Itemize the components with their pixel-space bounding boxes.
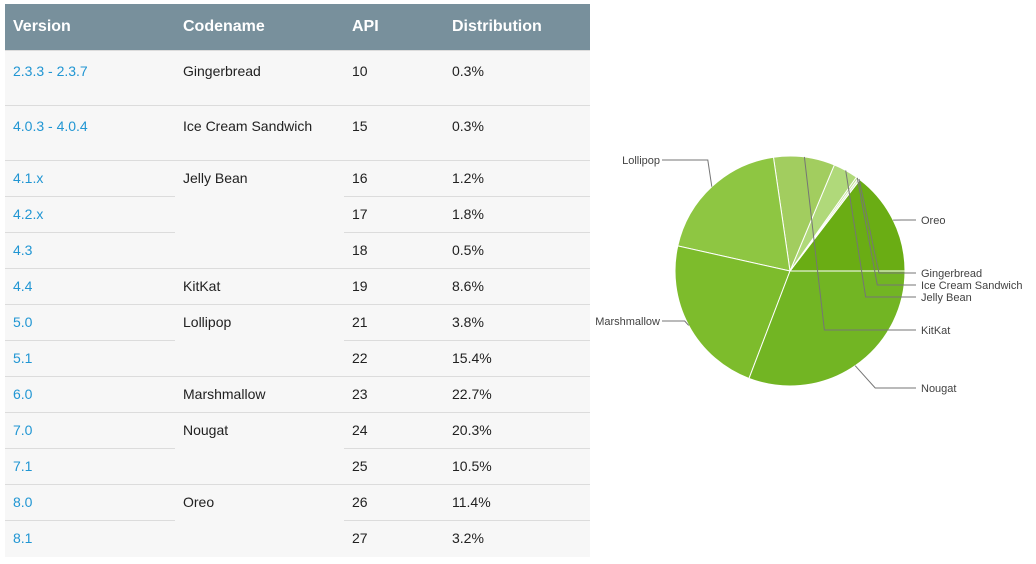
version-link[interactable]: 4.3 [5, 232, 175, 269]
pie-label-kitkat: KitKat [921, 325, 950, 337]
version-link[interactable]: 7.1 [5, 448, 175, 485]
leader-line-jelly-bean [845, 170, 916, 298]
api-cell: 21 [344, 304, 444, 341]
version-link[interactable]: 6.0 [5, 376, 175, 413]
codename-cell: Ice Cream Sandwich [175, 105, 344, 161]
distribution-cell: 11.4% [444, 484, 590, 521]
leader-line-kitkat [803, 156, 916, 331]
version-link[interactable]: 2.3.3 - 2.3.7 [5, 50, 175, 106]
leader-line-gingerbread [858, 178, 916, 274]
table-row: 8.0 Oreo 26 11.4% [5, 484, 590, 521]
table-row: 7.1 25 10.5% [5, 448, 590, 485]
distribution-cell: 0.3% [444, 50, 590, 106]
api-cell: 10 [344, 50, 444, 106]
table-row: 8.1 27 3.2% [5, 520, 590, 557]
version-link[interactable]: 4.4 [5, 268, 175, 305]
api-cell: 23 [344, 376, 444, 413]
api-cell: 18 [344, 232, 444, 269]
table-row: 5.1 22 15.4% [5, 340, 590, 377]
api-cell: 22 [344, 340, 444, 377]
api-cell: 17 [344, 196, 444, 233]
pie-label-marshmallow: Marshmallow [595, 316, 660, 328]
leader-line-lollipop [662, 159, 713, 187]
codename-cell: Lollipop [175, 304, 344, 341]
codename-cell: Gingerbread [175, 50, 344, 106]
version-link[interactable]: 4.1.x [5, 160, 175, 197]
codename-cell: Nougat [175, 412, 344, 449]
api-cell: 16 [344, 160, 444, 197]
codename-cell [175, 232, 344, 269]
pie-label-nougat: Nougat [921, 383, 956, 395]
pie-label-jelly-bean: Jelly Bean [921, 292, 972, 304]
distribution-cell: 22.7% [444, 376, 590, 413]
distribution-cell: 20.3% [444, 412, 590, 449]
table-header-row: Version Codename API Distribution [5, 4, 590, 51]
version-link[interactable]: 7.0 [5, 412, 175, 449]
distribution-cell: 15.4% [444, 340, 590, 377]
table-row: 5.0 Lollipop 21 3.8% [5, 304, 590, 341]
version-link[interactable]: 8.0 [5, 484, 175, 521]
distribution-cell: 10.5% [444, 448, 590, 485]
leader-line-ice-cream-sandwich [856, 177, 916, 286]
codename-cell [175, 448, 344, 485]
table-row: 7.0 Nougat 24 20.3% [5, 412, 590, 449]
table-row: 6.0 Marshmallow 23 22.7% [5, 376, 590, 413]
table-row: 4.0.3 - 4.0.4 Ice Cream Sandwich 15 0.3% [5, 105, 590, 161]
table-row: 4.4 KitKat 19 8.6% [5, 268, 590, 305]
table-row: 4.2.x 17 1.8% [5, 196, 590, 233]
header-codename: Codename [175, 4, 344, 51]
header-version: Version [5, 4, 175, 51]
distribution-table: Version Codename API Distribution 2.3.3 … [5, 4, 590, 557]
distribution-cell: 1.8% [444, 196, 590, 233]
leader-line-nougat [854, 365, 916, 389]
codename-cell [175, 340, 344, 377]
api-cell: 26 [344, 484, 444, 521]
codename-cell: Oreo [175, 484, 344, 521]
api-cell: 15 [344, 105, 444, 161]
version-link[interactable]: 5.0 [5, 304, 175, 341]
pie-label-oreo: Oreo [921, 215, 945, 227]
distribution-cell: 3.2% [444, 520, 590, 557]
header-api: API [344, 4, 444, 51]
leader-line-marshmallow [662, 320, 690, 326]
codename-cell: Marshmallow [175, 376, 344, 413]
pie-label-lollipop: Lollipop [622, 155, 660, 167]
pie-label-ice-cream-sandwich: Ice Cream Sandwich [921, 280, 1023, 292]
version-link[interactable]: 8.1 [5, 520, 175, 557]
version-link[interactable]: 5.1 [5, 340, 175, 377]
version-link[interactable]: 4.0.3 - 4.0.4 [5, 105, 175, 161]
pie-slice-nougat [748, 270, 906, 387]
api-cell: 27 [344, 520, 444, 557]
distribution-cell: 0.5% [444, 232, 590, 269]
codename-cell: Jelly Bean [175, 160, 344, 197]
table-row: 4.1.x Jelly Bean 16 1.2% [5, 160, 590, 197]
codename-cell: KitKat [175, 268, 344, 305]
distribution-cell: 8.6% [444, 268, 590, 305]
version-link[interactable]: 4.2.x [5, 196, 175, 233]
api-cell: 24 [344, 412, 444, 449]
table-row: 2.3.3 - 2.3.7 Gingerbread 10 0.3% [5, 50, 590, 106]
distribution-cell: 3.8% [444, 304, 590, 341]
api-cell: 25 [344, 448, 444, 485]
codename-cell [175, 520, 344, 557]
pie-label-gingerbread: Gingerbread [921, 268, 982, 280]
table-row: 4.3 18 0.5% [5, 232, 590, 269]
distribution-cell: 0.3% [444, 105, 590, 161]
codename-cell [175, 196, 344, 233]
header-distribution: Distribution [444, 4, 590, 51]
api-cell: 19 [344, 268, 444, 305]
distribution-cell: 1.2% [444, 160, 590, 197]
